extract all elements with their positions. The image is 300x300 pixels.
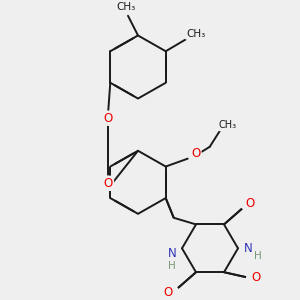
Text: O: O [191,147,200,160]
Text: H: H [168,261,176,271]
Text: CH₃: CH₃ [116,2,136,12]
Text: CH₃: CH₃ [219,120,237,130]
Text: O: O [104,112,113,125]
Text: O: O [104,177,113,190]
Text: N: N [168,247,176,260]
Text: O: O [164,286,172,299]
Text: H: H [254,251,262,261]
Text: CH₃: CH₃ [186,28,205,38]
Text: O: O [251,271,261,284]
Text: O: O [245,197,255,210]
Text: N: N [244,242,252,255]
